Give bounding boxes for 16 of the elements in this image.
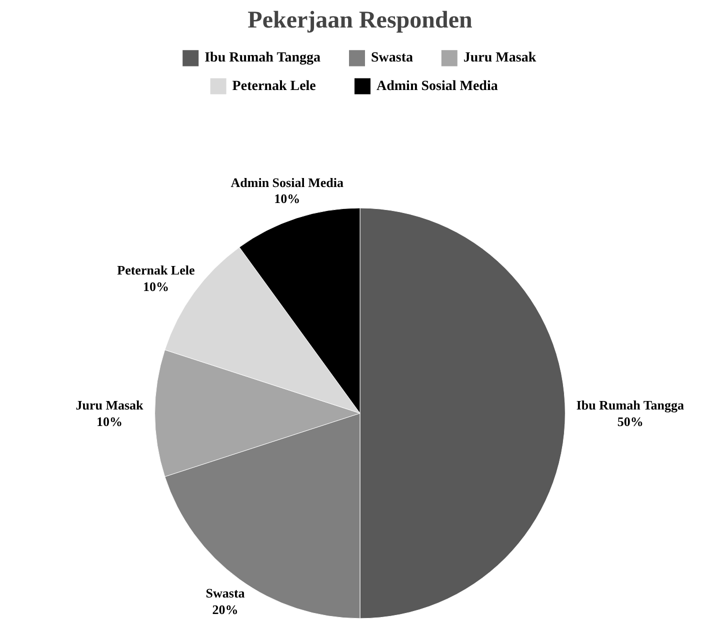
data-label: 10% (274, 191, 300, 206)
legend-label: Juru Masak (463, 50, 536, 66)
slice-label: Swasta (206, 586, 246, 601)
legend-label: Ibu Rumah Tangga (204, 50, 321, 66)
slice-label: Admin Sosial Media (230, 175, 344, 190)
legend-label: Swasta (371, 50, 414, 66)
data-label: 10% (142, 278, 169, 294)
data-label: 20% (212, 602, 238, 617)
slice-label: Juru Masak (76, 398, 144, 413)
chart-title: Pekerjaan Responden (248, 8, 472, 34)
slice-label: Peternak Lele (117, 262, 195, 278)
legend-label: Admin Sosial Media (376, 78, 498, 94)
slice-label: Ibu Rumah Tangga (576, 398, 685, 413)
data-label: 50% (617, 414, 644, 429)
data-label: 10% (96, 414, 122, 429)
legend-label: Peternak Lele (232, 78, 316, 94)
